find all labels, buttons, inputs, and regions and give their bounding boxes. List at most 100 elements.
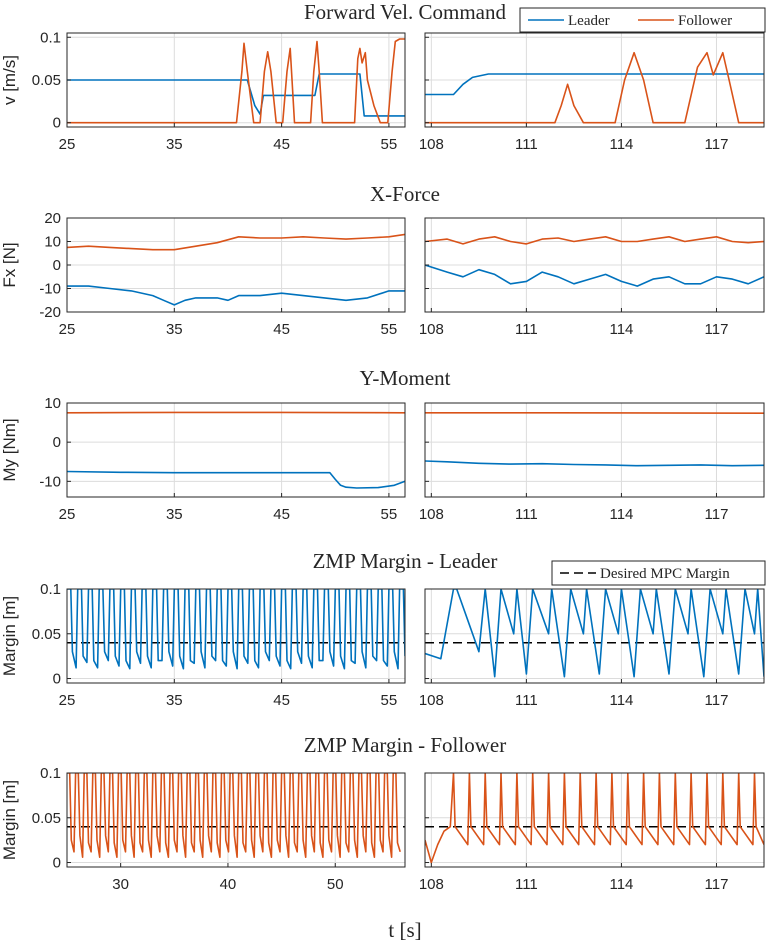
x-tick-label: 108 bbox=[419, 876, 444, 893]
x-tick-label: 40 bbox=[220, 876, 237, 893]
x-tick-label: 117 bbox=[705, 876, 729, 893]
x-tick-label: 114 bbox=[609, 136, 633, 153]
axes-box bbox=[66, 588, 406, 684]
x-axis-label: t [s] bbox=[388, 918, 421, 941]
series-line-leader bbox=[67, 589, 405, 670]
x-tick-label: 114 bbox=[609, 692, 633, 709]
y-tick-label: 0 bbox=[53, 434, 61, 451]
x-tick-label: 111 bbox=[515, 506, 538, 523]
legend-label: Follower bbox=[678, 13, 732, 29]
x-tick-label: 117 bbox=[705, 692, 729, 709]
panel-title: Y-Moment bbox=[360, 366, 451, 390]
x-tick-label: 50 bbox=[327, 876, 344, 893]
x-tick-label: 117 bbox=[705, 321, 729, 338]
x-tick-label: 111 bbox=[515, 876, 538, 893]
y-tick-label: -10 bbox=[39, 281, 61, 298]
x-tick-label: 117 bbox=[705, 506, 729, 523]
y-tick-label: 0.05 bbox=[32, 72, 61, 89]
subplot-right: 108 111 114 117 bbox=[419, 588, 765, 709]
x-tick-label: 45 bbox=[273, 136, 290, 153]
panel-my: Y-Moment My [Nm] 25 35 45 55 -10 0 10 108 111 114 11… bbox=[0, 366, 765, 523]
subplot-right: 108 111 114 117 bbox=[419, 32, 765, 153]
y-axis-label: v [m/s] bbox=[0, 55, 19, 105]
x-tick-label: 35 bbox=[166, 136, 183, 153]
y-tick-label: 0.1 bbox=[40, 29, 61, 46]
series-line-follower bbox=[425, 51, 764, 124]
panel-zmpL: ZMP Margin - Leader Margin [m] 25 35 45 55 0 0.… bbox=[0, 549, 765, 709]
series-line-leader bbox=[425, 589, 764, 678]
y-tick-label: 0 bbox=[53, 855, 61, 872]
legend-top: Leader Follower bbox=[519, 7, 766, 33]
axes-box bbox=[424, 402, 765, 498]
y-axis-label: My [Nm] bbox=[0, 418, 19, 481]
panel-vel: Forward Vel. Command v [m/s] 25 35 45 55 0 0.05… bbox=[0, 0, 765, 153]
x-tick-label: 114 bbox=[609, 876, 633, 893]
subplot-right: 108 111 114 117 bbox=[419, 402, 765, 523]
y-tick-label: 0 bbox=[53, 115, 61, 132]
subplot-right: 108 111 114 117 bbox=[419, 217, 765, 338]
x-tick-label: 114 bbox=[609, 321, 633, 338]
panel-title: ZMP Margin - Follower bbox=[304, 733, 506, 757]
panels: Forward Vel. Command v [m/s] 25 35 45 55 0 0.05… bbox=[0, 0, 766, 893]
x-tick-label: 111 bbox=[515, 692, 538, 709]
series-line-leader bbox=[67, 470, 405, 489]
x-tick-label: 25 bbox=[59, 506, 76, 523]
series-line-leader bbox=[67, 73, 405, 117]
series-line-follower bbox=[425, 236, 764, 245]
x-tick-label: 55 bbox=[381, 136, 398, 153]
x-tick-label: 108 bbox=[419, 506, 444, 523]
legend-label: Desired MPC Margin bbox=[600, 566, 730, 582]
x-tick-label: 108 bbox=[419, 321, 444, 338]
y-tick-label: 0.05 bbox=[32, 626, 61, 643]
series-line-leader bbox=[425, 460, 764, 467]
panel-title: ZMP Margin - Leader bbox=[313, 549, 498, 573]
axes-box bbox=[424, 772, 765, 868]
y-axis-label: Fx [N] bbox=[0, 242, 19, 287]
subplot-left: 25 35 45 55 -20 -10 0 10 20 bbox=[39, 210, 406, 338]
x-tick-label: 108 bbox=[419, 136, 444, 153]
subplot-left: 30 40 50 0 0.05 0.1 bbox=[32, 765, 406, 893]
axes-box bbox=[66, 772, 406, 868]
series-line-leader bbox=[425, 73, 764, 96]
y-tick-label: -20 bbox=[39, 304, 61, 321]
x-tick-label: 45 bbox=[273, 506, 290, 523]
x-tick-label: 25 bbox=[59, 321, 76, 338]
panel-title: X-Force bbox=[370, 182, 440, 206]
x-tick-label: 111 bbox=[515, 136, 538, 153]
series-line-follower bbox=[425, 773, 764, 864]
y-axis-label: Margin [m] bbox=[0, 780, 19, 860]
x-tick-label: 55 bbox=[381, 506, 398, 523]
subplot-right: 108 111 114 117 bbox=[419, 772, 765, 893]
y-axis-label: Margin [m] bbox=[0, 596, 19, 676]
x-tick-label: 30 bbox=[112, 876, 129, 893]
panel-zmpF: ZMP Margin - Follower Margin [m] 30 40 50 0 0.… bbox=[0, 733, 765, 893]
y-tick-label: 0 bbox=[53, 257, 61, 274]
x-tick-label: 55 bbox=[381, 692, 398, 709]
y-tick-label: 10 bbox=[44, 234, 61, 251]
y-tick-label: 0.1 bbox=[40, 581, 61, 598]
x-tick-label: 25 bbox=[59, 136, 76, 153]
y-tick-label: 0.05 bbox=[32, 810, 61, 827]
series-line-leader bbox=[425, 264, 764, 287]
x-tick-label: 35 bbox=[166, 692, 183, 709]
x-tick-label: 35 bbox=[166, 506, 183, 523]
series-line-leader bbox=[67, 285, 405, 306]
subplot-left: 25 35 45 55 -10 0 10 bbox=[39, 395, 406, 523]
axes-box bbox=[424, 588, 765, 684]
x-tick-label: 25 bbox=[59, 692, 76, 709]
y-tick-label: 10 bbox=[44, 395, 61, 412]
legend-label: Leader bbox=[568, 13, 610, 29]
legend-zmp: Desired MPC Margin bbox=[551, 560, 766, 586]
subplot-left: 25 35 45 55 0 0.05 0.1 bbox=[32, 581, 406, 709]
series-line-follower bbox=[67, 38, 405, 124]
series-line-follower bbox=[67, 773, 401, 859]
y-tick-label: -10 bbox=[39, 473, 61, 490]
legend-box bbox=[551, 560, 766, 586]
series-line-follower bbox=[67, 233, 405, 251]
subplot-left: 25 35 45 55 0 0.05 0.1 bbox=[32, 29, 406, 153]
panel-title: Forward Vel. Command bbox=[304, 0, 507, 24]
x-tick-label: 108 bbox=[419, 692, 444, 709]
y-tick-label: 0.1 bbox=[40, 765, 61, 782]
x-tick-label: 117 bbox=[705, 136, 729, 153]
